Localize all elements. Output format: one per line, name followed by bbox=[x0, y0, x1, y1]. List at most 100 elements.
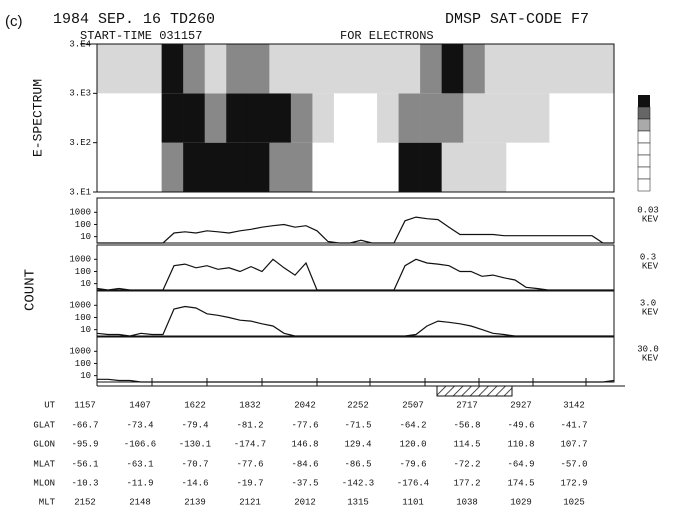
spectrum-cell bbox=[399, 93, 421, 142]
spectrum-cell bbox=[269, 44, 291, 93]
ephemeris-value: -142.3 bbox=[342, 478, 374, 488]
ephemeris-value: 2252 bbox=[347, 400, 369, 410]
count-line bbox=[97, 259, 614, 290]
spectrum-cell bbox=[463, 143, 485, 192]
spectrum-cell bbox=[119, 93, 141, 142]
ephemeris-value: 2717 bbox=[456, 400, 478, 410]
ephemeris-value: 1029 bbox=[510, 497, 532, 507]
ephemeris-value: 2042 bbox=[294, 400, 316, 410]
spectrum-cell bbox=[97, 44, 119, 93]
ephemeris-label: GLON bbox=[33, 439, 55, 449]
ephemeris-value: -81.2 bbox=[236, 420, 263, 430]
spectrum-cell bbox=[248, 93, 270, 142]
ephemeris-value: -73.4 bbox=[126, 420, 153, 430]
spectrum-cell bbox=[248, 143, 270, 192]
title: 1984 SEP. 16 TD260 bbox=[53, 11, 215, 28]
ephemeris-value: -56.1 bbox=[71, 459, 98, 469]
spectrum-cell bbox=[463, 93, 485, 142]
ephemeris-value: 2012 bbox=[294, 497, 316, 507]
spectrum-cell bbox=[140, 93, 162, 142]
spectrum-cell bbox=[377, 143, 399, 192]
ephemeris-value: -70.7 bbox=[181, 459, 208, 469]
panel-frame bbox=[97, 337, 614, 382]
spectrum-cell bbox=[549, 143, 571, 192]
spectrum-cell bbox=[528, 93, 550, 142]
panel-label: (c) bbox=[5, 13, 23, 30]
ephemeris-value: -84.6 bbox=[291, 459, 318, 469]
ephemeris-value: 177.2 bbox=[453, 478, 480, 488]
spectrum-cell bbox=[312, 143, 334, 192]
y-tick-label: 10 bbox=[80, 325, 91, 335]
spectrum-cell bbox=[485, 44, 507, 93]
y-tick-label: 100 bbox=[75, 267, 91, 277]
ephemeris-value: -95.9 bbox=[71, 439, 98, 449]
ephemeris-value: -11.9 bbox=[126, 478, 153, 488]
ephemeris-label: GLAT bbox=[33, 420, 55, 430]
spectrum-cell bbox=[205, 93, 227, 142]
spectrum-cell bbox=[226, 44, 248, 93]
spectrum-cell bbox=[506, 143, 528, 192]
spectrum-cell bbox=[571, 143, 593, 192]
spectrum-cell bbox=[119, 44, 141, 93]
hatched-interval bbox=[437, 386, 512, 396]
spectrum-cell bbox=[269, 93, 291, 142]
spectrum-cell bbox=[420, 93, 442, 142]
y-tick-label: 100 bbox=[75, 313, 91, 323]
y-tick-label: 1000 bbox=[69, 301, 91, 311]
spectrum-cell bbox=[162, 44, 184, 93]
ephemeris-value: -79.4 bbox=[181, 420, 208, 430]
spectrum-cell bbox=[399, 143, 421, 192]
spectrum-cell bbox=[506, 44, 528, 93]
ephemeris-value: -86.5 bbox=[344, 459, 371, 469]
spectrum-cell bbox=[549, 93, 571, 142]
ephemeris-value: 1101 bbox=[402, 497, 424, 507]
ephemeris-value: 2152 bbox=[74, 497, 96, 507]
spectrum-cell bbox=[442, 44, 464, 93]
ephemeris-value: 2121 bbox=[239, 497, 261, 507]
energy-unit: KEV bbox=[642, 214, 659, 224]
spectrum-cell bbox=[291, 93, 313, 142]
spectrum-cell bbox=[334, 44, 356, 93]
spectrum-cell bbox=[528, 143, 550, 192]
spectrum-cell bbox=[291, 143, 313, 192]
spectrum-cell bbox=[377, 44, 399, 93]
ephemeris-value: 1025 bbox=[563, 497, 585, 507]
spectrum-cell bbox=[140, 44, 162, 93]
panel-frame bbox=[97, 245, 614, 290]
energy-unit: KEV bbox=[642, 353, 659, 363]
ephemeris-value: 1407 bbox=[129, 400, 151, 410]
spectrum-cell bbox=[140, 143, 162, 192]
ephemeris-value: -176.4 bbox=[397, 478, 429, 488]
spectrum-cell bbox=[226, 143, 248, 192]
ephemeris-value: -174.7 bbox=[234, 439, 266, 449]
y-tick-label: 100 bbox=[75, 359, 91, 369]
ephemeris-value: -41.7 bbox=[560, 420, 587, 430]
ephemeris-value: -72.2 bbox=[453, 459, 480, 469]
ephemeris-label: UT bbox=[44, 400, 55, 410]
ephemeris-value: -64.9 bbox=[507, 459, 534, 469]
spectrum-cell bbox=[205, 44, 227, 93]
ephemeris-value: 114.5 bbox=[453, 439, 480, 449]
count-line bbox=[97, 307, 614, 337]
spectrum-cell bbox=[183, 44, 205, 93]
spectrum-cell bbox=[549, 44, 571, 93]
spectrum-cell bbox=[420, 143, 442, 192]
y-tick-label: 100 bbox=[75, 220, 91, 230]
spectrum-cell bbox=[442, 93, 464, 142]
ephemeris-value: -57.0 bbox=[560, 459, 587, 469]
spectrum-cell bbox=[592, 93, 614, 142]
ephemeris-label: MLT bbox=[39, 497, 56, 507]
spectrum-cell bbox=[269, 143, 291, 192]
ephemeris-value: 174.5 bbox=[507, 478, 534, 488]
spectrum-cell bbox=[183, 93, 205, 142]
ephemeris-value: 110.8 bbox=[507, 439, 534, 449]
spectrum-cell bbox=[162, 93, 184, 142]
spectrum-cell bbox=[119, 143, 141, 192]
satellite: DMSP SAT-CODE F7 bbox=[445, 11, 589, 28]
ephemeris-value: -49.6 bbox=[507, 420, 534, 430]
spectrum-cell bbox=[226, 93, 248, 142]
ephemeris-value: -66.7 bbox=[71, 420, 98, 430]
y-tick-label: 10 bbox=[80, 279, 91, 289]
ephemeris-value: -79.6 bbox=[399, 459, 426, 469]
ephemeris-value: -14.6 bbox=[181, 478, 208, 488]
